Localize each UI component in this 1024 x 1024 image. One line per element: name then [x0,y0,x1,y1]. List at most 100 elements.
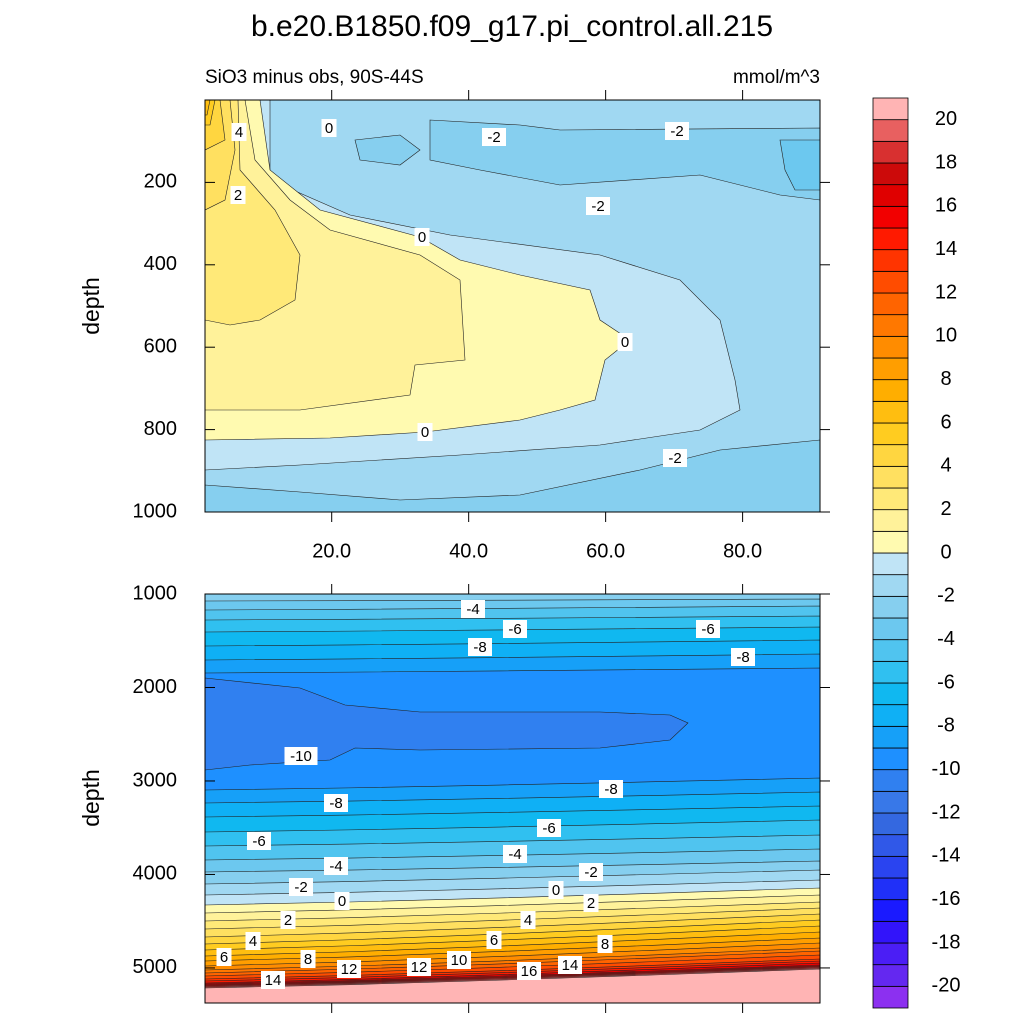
colorbar-box [872,249,909,272]
plot-frame [204,593,821,1004]
contour-label: 4 [235,124,243,141]
contour-label-bg [461,600,485,618]
colorbar-box [872,97,909,121]
contour-label: -2 [591,198,604,215]
contour-label-bg [280,911,296,929]
plot-bottom: -4 -6 -6 -8 -8 -10 -8 -8 -6 -6 -4 -4 -2 -2 0 0 2 2 4 4 6 8 6 8 1… [205,594,820,1003]
colorbar-box [872,920,909,944]
y-tick-label: 4000 [133,863,178,885]
contour-label-bg [414,228,430,246]
colorbar-box [872,509,909,532]
colorbar-label: 18 [935,151,957,173]
colorbar-box [872,834,909,857]
colorbar-label: -6 [937,671,955,693]
contour-label-bg [482,128,506,146]
contour-label-bg [324,794,348,812]
colorbar-label: 20 [935,108,957,130]
contour-label: -6 [252,833,265,850]
contour-label-bg [583,894,599,912]
colorbar-box [872,899,909,922]
contour-label-bg [548,881,564,899]
contour-label-bg [300,950,316,968]
colorbar-box [872,639,909,662]
colorbar-box [872,725,909,749]
colorbar-label: 8 [940,368,951,390]
contour-label-bg [337,960,361,978]
contour-label-bg [617,333,633,351]
x-tick-label: 40.0 [449,540,488,562]
contour-label: 6 [220,949,228,966]
colorbar-label: 6 [940,411,951,433]
colorbar-label: -14 [932,845,961,867]
colorbar-box [872,465,909,489]
y-tick-label: 800 [144,418,177,440]
colorbar-box [872,140,909,164]
contour-label: 14 [265,972,282,989]
contour-label-bg [537,819,561,837]
colorbar-box [872,617,909,641]
colorbar-box [872,877,909,901]
contour-label: -10 [290,748,312,765]
contour-label: -6 [701,621,714,638]
y-tick-label: 5000 [133,956,178,978]
colorbar-box [872,942,909,966]
colorbar-box [872,552,909,576]
colorbar-box [872,227,909,251]
contour-label-bg [468,638,492,656]
contour-label: -2 [670,123,683,140]
y-tick-label: 2000 [133,676,178,698]
contour-label: -8 [604,781,617,798]
contour-region [205,100,466,411]
plot-frame [204,99,821,513]
colorbar-label: -12 [932,801,961,823]
contour-label: 0 [552,882,560,899]
y-tick-label: 600 [144,335,177,357]
x-tick-label: 60.0 [586,540,625,562]
colorbar-box [872,855,909,879]
subtitle: SiO3 minus obs, 90S-44S [205,67,424,88]
contour-label: 12 [341,961,358,978]
colorbar-box [872,119,909,142]
colorbar-label: -10 [932,758,961,780]
contour-label: -6 [508,621,521,638]
contour-label-bg [586,197,610,215]
contour-label-bg [486,931,502,949]
colorbar-box [872,487,909,511]
contour-label: 6 [490,932,498,949]
contour-label-bg [558,956,582,974]
plot-top: 4 0 -2 -2 2 -2 0 0 0 -2 [205,100,820,512]
contour-label-bg [231,123,247,141]
contour-region [429,119,820,201]
y-tick-label: 400 [144,253,177,275]
contour-label: -2 [668,450,681,467]
colorbar-box [872,530,909,554]
colorbar-box [872,205,909,229]
colorbar-box [872,422,909,446]
contour-label: 2 [234,187,242,204]
contour-label: 12 [411,959,428,976]
colorbar-box [872,747,909,771]
contour-label: 8 [601,936,609,953]
contour-label-bg [247,832,271,850]
contour-label: 0 [338,893,346,910]
colorbar-box [872,400,909,424]
colorbar-box [872,790,909,814]
contour-label-bg [579,863,603,881]
colorbar-label: 2 [940,498,951,520]
contour-label-bg [696,620,720,638]
contour-label: 2 [587,895,595,912]
colorbar-label: -16 [932,888,961,910]
contour-region [205,100,211,116]
colorbar-label: 16 [935,195,957,217]
contour-label: 0 [621,334,629,351]
contour-label-bg [665,122,689,140]
contour-label: -8 [736,649,749,666]
y-axis-title: depth [78,277,104,335]
contour-label-bg [731,648,755,666]
contour-label-bg [503,845,527,863]
contour-label-bg [245,932,261,950]
colorbar-label: 10 [935,325,957,347]
contour-label-bg [284,747,318,765]
contour-label: 4 [524,912,532,929]
